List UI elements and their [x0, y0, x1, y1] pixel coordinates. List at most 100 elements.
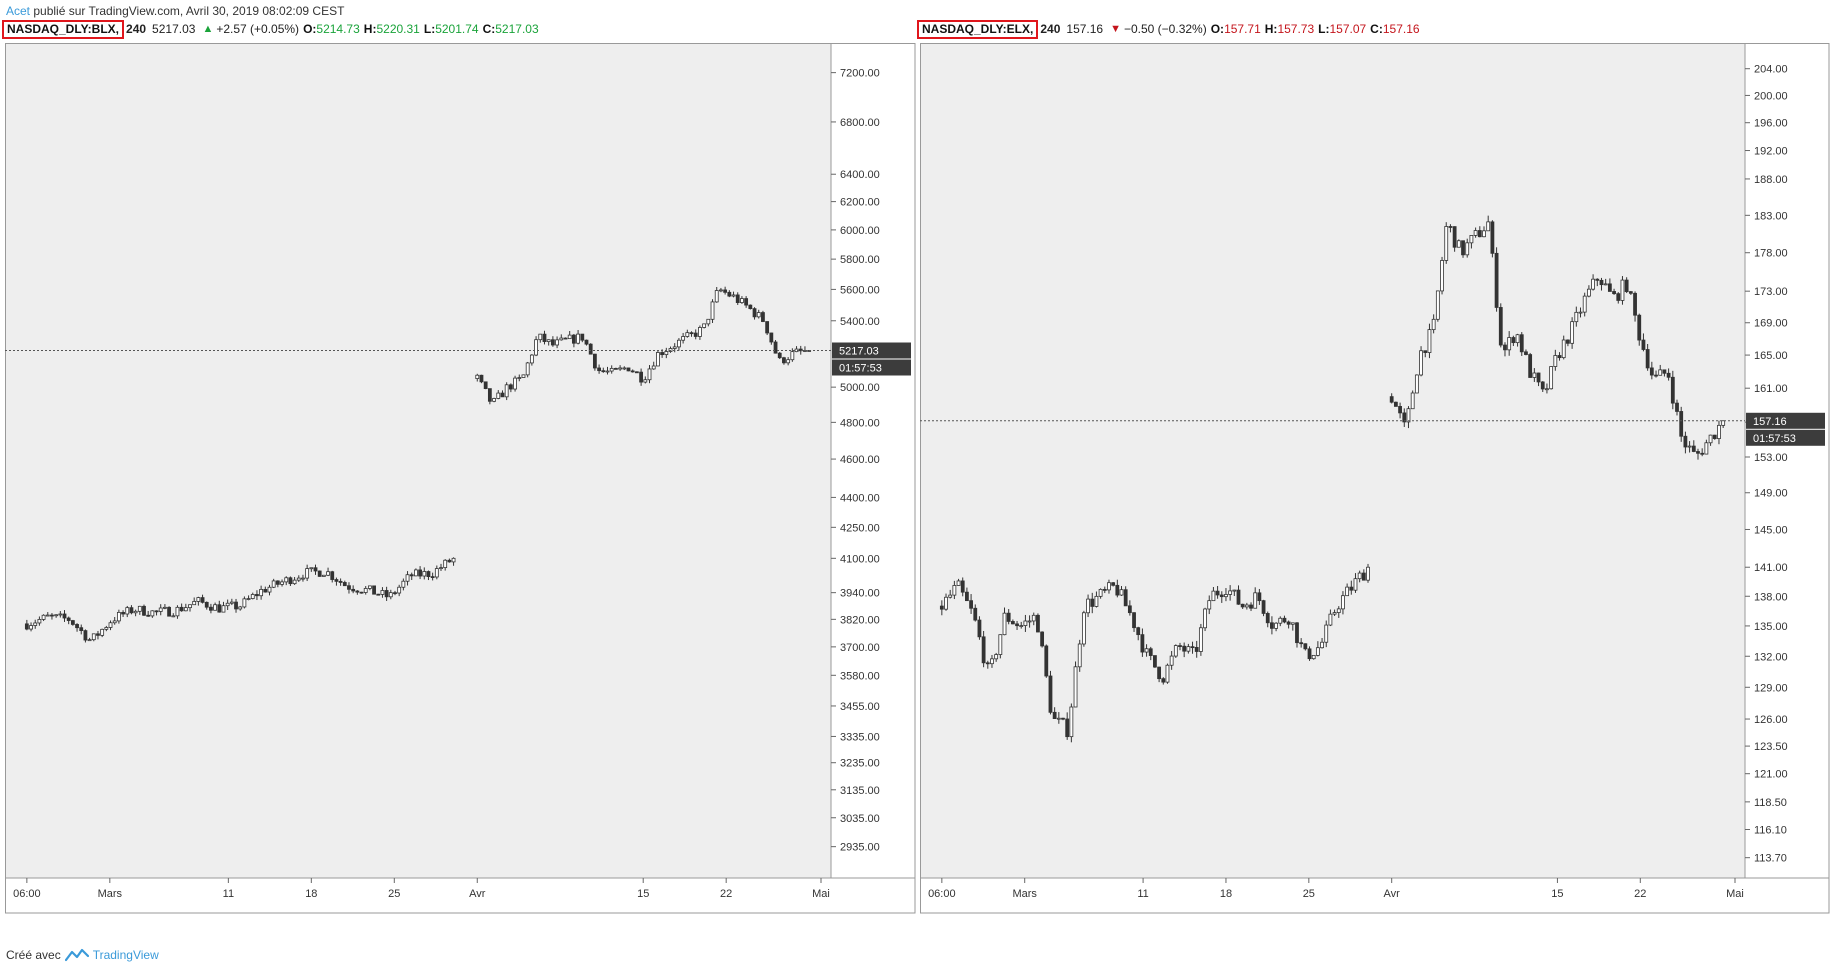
candle-body	[1027, 620, 1032, 623]
close-label: C:	[482, 22, 496, 36]
candle-body	[1431, 318, 1436, 331]
candle-body	[213, 604, 218, 611]
chart-elx[interactable]: 204.00 200.00 196.00 192.00 188.00 183.00 178.…	[920, 43, 1830, 933]
candle-body	[1345, 586, 1350, 597]
candle-body	[939, 605, 944, 610]
candle-body	[146, 614, 151, 617]
candle-body	[965, 591, 969, 602]
chart-blx[interactable]: 7200.00 6800.00 6400.00 6200.00 6000.00 5800.…	[5, 43, 916, 933]
candles-group	[939, 215, 1726, 743]
candle-body	[588, 343, 593, 355]
last-price: 157.16	[1066, 22, 1104, 36]
candle-body	[500, 392, 505, 398]
y-tick-label: 129.00	[1754, 682, 1788, 694]
candle-body	[948, 594, 953, 598]
y-tick-label: 4800.00	[840, 417, 880, 429]
y-tick-label: 123.50	[1754, 741, 1788, 753]
candle-body	[714, 290, 719, 303]
candle-body	[388, 592, 393, 598]
x-tick-label: 22	[720, 888, 732, 900]
candle-body	[1140, 634, 1145, 653]
x-tick-label: 11	[223, 888, 234, 900]
candle-body	[334, 579, 339, 582]
y-tick-label: 7200.00	[840, 68, 880, 80]
candle-body	[981, 636, 986, 664]
symbol-label[interactable]: NASDAQ_DLY:ELX,	[917, 19, 1039, 39]
y-tick-label: 3035.00	[840, 813, 880, 825]
candle-body	[439, 567, 443, 570]
candle-body	[567, 334, 572, 340]
candle-body	[1591, 278, 1595, 290]
candle-body	[242, 598, 247, 608]
candle-body	[1658, 369, 1663, 376]
last-price-label: 5217.03	[839, 346, 879, 358]
legend-elx: NASDAQ_DLY:ELX, 240 157.16 ▼ −0.50 (−0.3…	[917, 19, 1424, 39]
time-axis	[920, 877, 1830, 914]
candle-body	[985, 662, 990, 665]
candle-body	[163, 606, 167, 609]
candle-body	[1423, 350, 1428, 353]
up-arrow-icon: ▲	[202, 23, 214, 35]
candle-body	[1700, 452, 1705, 455]
candle-body	[1353, 578, 1358, 591]
candle-body	[1557, 355, 1562, 359]
candle-body	[1482, 230, 1486, 238]
candle-body	[1311, 654, 1316, 660]
candle-body	[1654, 374, 1658, 377]
candle-body	[108, 622, 113, 628]
candle-body	[1561, 339, 1566, 359]
candle-body	[656, 352, 660, 367]
candle-body	[492, 398, 496, 402]
candle-body	[96, 633, 100, 636]
candle-body	[418, 569, 422, 577]
candle-body	[200, 597, 205, 603]
candle-body	[1253, 592, 1258, 609]
candle-body	[1507, 337, 1512, 351]
candle-body	[584, 339, 589, 345]
candle-body	[104, 627, 109, 630]
candle-body	[1115, 584, 1120, 596]
candle-body	[1077, 643, 1082, 668]
open-label: O:	[1210, 22, 1225, 36]
y-tick-label: 5600.00	[840, 284, 880, 296]
candle-body	[1427, 329, 1432, 353]
candle-body	[1721, 420, 1726, 426]
candle-body	[1545, 388, 1549, 391]
candle-body	[1624, 279, 1629, 293]
close-value: 5217.03	[495, 22, 539, 36]
candle-body	[1486, 221, 1491, 232]
candle-body	[1098, 588, 1103, 597]
candle-body	[475, 374, 480, 379]
candle-body	[525, 362, 530, 376]
down-arrow-icon: ▼	[1110, 23, 1121, 35]
candle-body	[998, 634, 1003, 655]
plot-area	[5, 43, 832, 879]
candle-body	[250, 594, 255, 599]
candle-body	[786, 359, 791, 364]
tradingview-link[interactable]: TradingView	[92, 948, 159, 962]
candle-body	[1282, 617, 1287, 623]
candle-body	[116, 612, 121, 622]
author-link[interactable]: Acet	[6, 4, 31, 18]
candle-body	[643, 379, 648, 383]
candle-body	[284, 577, 289, 583]
candle-body	[504, 384, 509, 398]
candle-body	[1069, 706, 1074, 738]
candle-body	[1586, 288, 1591, 297]
low-value: 5201.74	[435, 22, 479, 36]
candle-body	[719, 289, 723, 292]
candle-body	[347, 585, 351, 590]
candle-body	[1582, 295, 1587, 313]
price-axis	[1744, 43, 1830, 879]
candle-body	[1595, 278, 1600, 281]
candle-body	[1628, 291, 1633, 294]
candle-body	[33, 622, 38, 626]
candle-body	[723, 289, 728, 293]
symbol-label[interactable]: NASDAQ_DLY:BLX,	[2, 19, 125, 39]
candle-body	[1574, 311, 1579, 323]
candle-body	[1144, 648, 1149, 653]
candle-body	[447, 559, 452, 563]
candle-body	[401, 580, 406, 588]
candle-body	[1295, 622, 1299, 644]
y-tick-label: 2935.00	[840, 842, 880, 854]
